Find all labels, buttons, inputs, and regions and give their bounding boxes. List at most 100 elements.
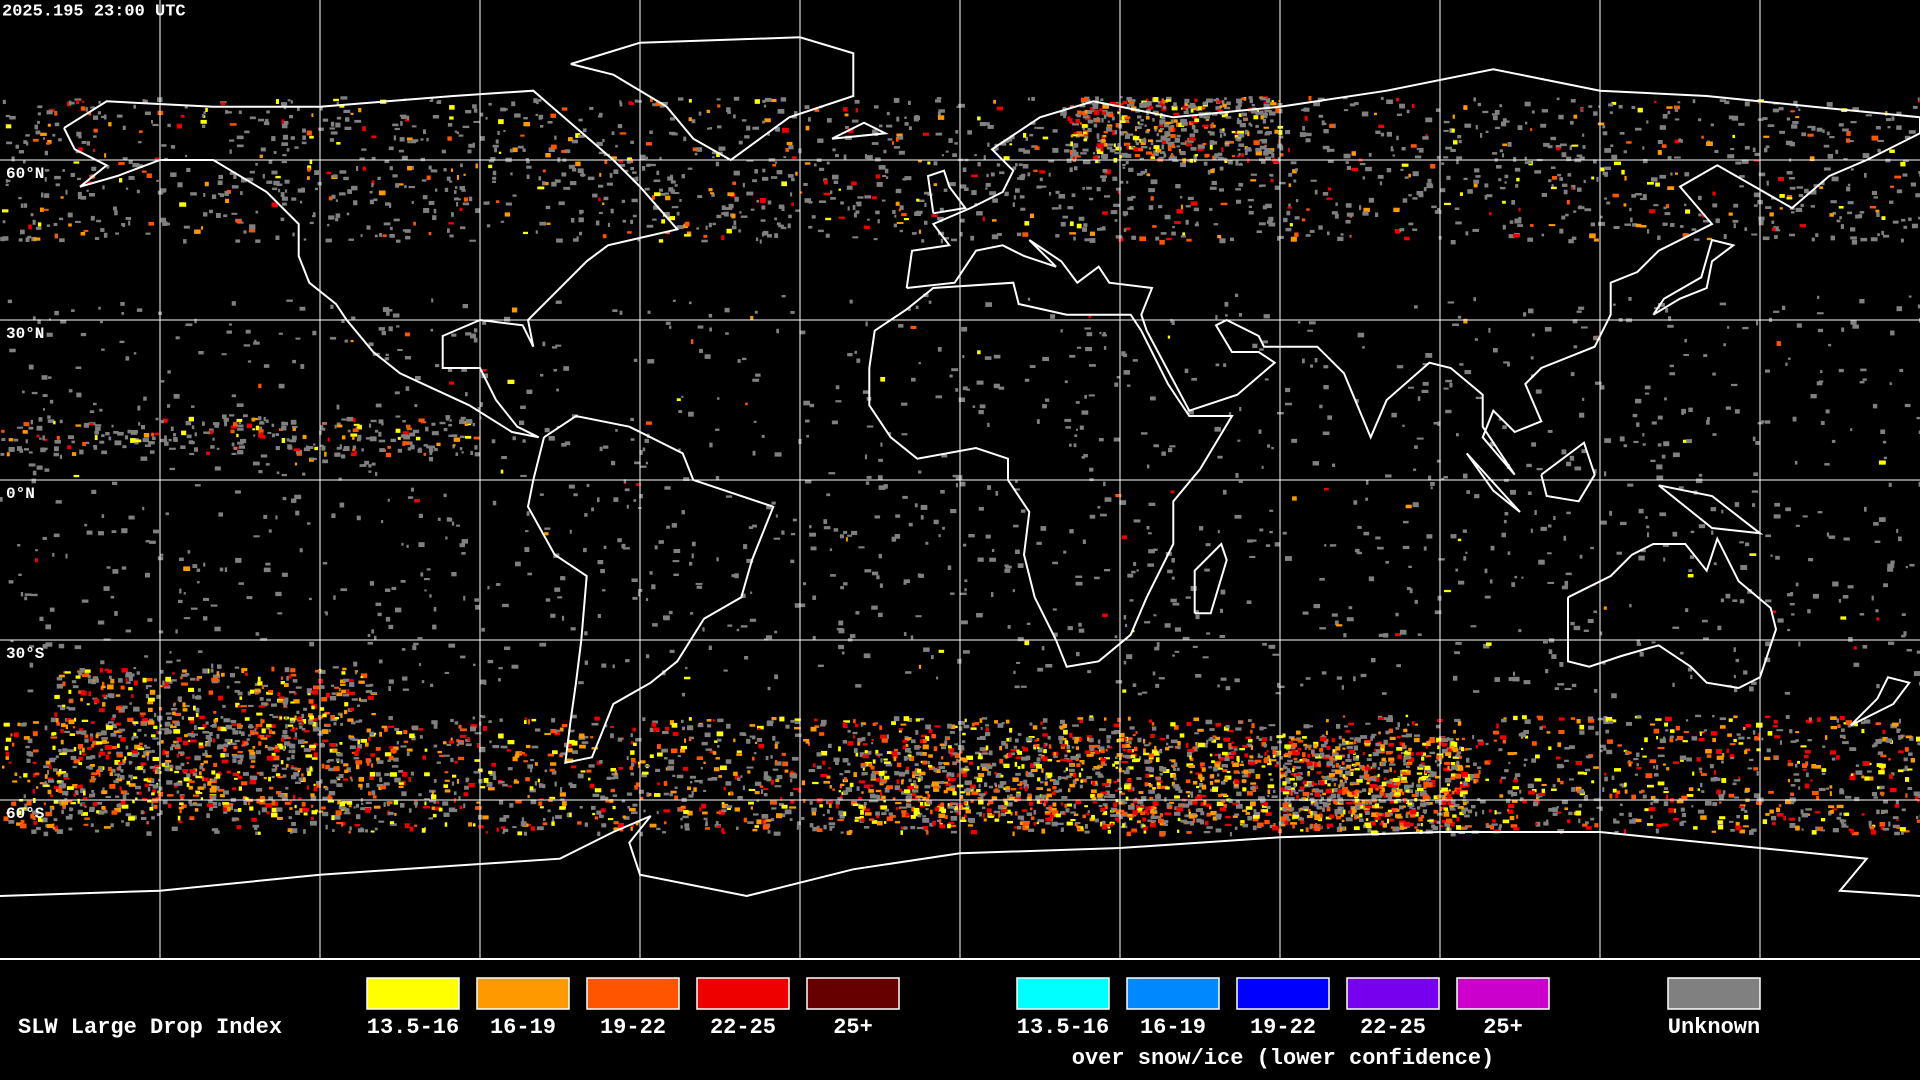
cloud-pixel bbox=[289, 743, 296, 749]
cloud-pixel bbox=[459, 543, 465, 548]
cloud-pixel bbox=[1653, 204, 1659, 207]
cloud-pixel bbox=[1732, 782, 1737, 786]
cloud-pixel bbox=[1450, 148, 1456, 153]
cloud-pixel bbox=[1842, 741, 1849, 745]
cloud-pixel bbox=[12, 742, 15, 747]
cloud-pixel bbox=[1531, 741, 1537, 746]
cloud-pixel bbox=[800, 191, 803, 194]
cloud-pixel bbox=[637, 591, 641, 597]
cloud-pixel bbox=[1698, 118, 1702, 122]
cloud-pixel bbox=[1310, 364, 1314, 368]
cloud-pixel bbox=[1885, 158, 1891, 163]
cloud-pixel bbox=[1077, 828, 1084, 832]
cloud-pixel bbox=[456, 739, 460, 743]
cloud-pixel bbox=[1391, 808, 1399, 812]
cloud-pixel bbox=[949, 731, 955, 734]
cloud-pixel bbox=[1901, 734, 1905, 737]
cloud-pixel bbox=[1246, 743, 1253, 748]
cloud-pixel bbox=[98, 100, 101, 104]
cloud-pixel bbox=[1828, 805, 1835, 809]
cloud-pixel bbox=[881, 199, 886, 202]
cloud-pixel bbox=[851, 181, 857, 186]
cloud-pixel bbox=[829, 785, 832, 789]
cloud-pixel bbox=[1739, 175, 1745, 178]
cloud-pixel bbox=[351, 185, 358, 191]
cloud-pixel bbox=[757, 725, 764, 730]
cloud-pixel bbox=[918, 159, 922, 163]
cloud-pixel bbox=[179, 557, 184, 562]
cloud-pixel bbox=[1577, 187, 1582, 192]
cloud-pixel bbox=[1556, 763, 1564, 769]
cloud-pixel bbox=[1135, 731, 1138, 734]
cloud-pixel bbox=[526, 511, 530, 516]
cloud-pixel bbox=[828, 817, 834, 820]
cloud-pixel bbox=[1818, 787, 1826, 792]
cloud-pixel bbox=[828, 822, 836, 826]
cloud-pixel bbox=[149, 450, 155, 454]
cloud-pixel bbox=[1655, 764, 1659, 770]
cloud-pixel bbox=[998, 784, 1004, 789]
cloud-pixel bbox=[284, 179, 290, 184]
cloud-pixel bbox=[858, 780, 866, 784]
cloud-pixel bbox=[1079, 719, 1084, 723]
cloud-pixel bbox=[1710, 123, 1714, 127]
cloud-pixel bbox=[1719, 99, 1727, 102]
cloud-pixel bbox=[1864, 776, 1870, 781]
cloud-pixel bbox=[1869, 776, 1874, 781]
cloud-pixel bbox=[621, 199, 626, 203]
cloud-pixel bbox=[1528, 790, 1535, 795]
cloud-pixel bbox=[613, 774, 619, 780]
cloud-pixel bbox=[1171, 105, 1178, 111]
cloud-pixel bbox=[1014, 761, 1018, 767]
cloud-pixel bbox=[649, 97, 653, 102]
cloud-pixel bbox=[353, 200, 358, 206]
cloud-pixel bbox=[635, 176, 639, 182]
cloud-pixel bbox=[1441, 748, 1446, 754]
cloud-pixel bbox=[88, 112, 92, 116]
cloud-pixel bbox=[1368, 152, 1372, 157]
cloud-pixel bbox=[420, 572, 424, 577]
cloud-pixel bbox=[1248, 768, 1255, 774]
cloud-pixel bbox=[1485, 742, 1489, 746]
cloud-pixel bbox=[1835, 755, 1840, 760]
cloud-pixel bbox=[860, 763, 866, 769]
cloud-pixel bbox=[652, 218, 657, 221]
cloud-pixel bbox=[1667, 110, 1671, 115]
cloud-pixel bbox=[1543, 641, 1548, 644]
cloud-pixel bbox=[450, 737, 453, 741]
cloud-pixel bbox=[379, 777, 383, 783]
cloud-pixel bbox=[1100, 760, 1106, 765]
cloud-pixel bbox=[209, 807, 213, 811]
cloud-pixel bbox=[339, 105, 345, 108]
cloud-pixel bbox=[428, 817, 433, 820]
cloud-pixel bbox=[808, 225, 813, 229]
cloud-pixel bbox=[1367, 828, 1372, 833]
cloud-pixel bbox=[251, 817, 257, 822]
cloud-pixel bbox=[1888, 821, 1891, 827]
cloud-pixel bbox=[1386, 99, 1393, 105]
cloud-pixel bbox=[668, 759, 675, 765]
cloud-pixel bbox=[578, 217, 584, 223]
cloud-pixel bbox=[1037, 126, 1044, 130]
cloud-pixel bbox=[353, 757, 360, 760]
cloud-pixel bbox=[555, 815, 562, 819]
cloud-pixel bbox=[1613, 226, 1620, 230]
cloud-pixel bbox=[640, 831, 643, 837]
cloud-pixel bbox=[1534, 170, 1542, 174]
cloud-pixel bbox=[131, 736, 134, 741]
cloud-pixel bbox=[265, 118, 269, 122]
cloud-pixel bbox=[43, 784, 50, 787]
cloud-pixel bbox=[845, 126, 849, 129]
cloud-pixel bbox=[1903, 631, 1907, 636]
cloud-pixel bbox=[1333, 123, 1336, 129]
cloud-pixel bbox=[776, 170, 783, 175]
cloud-pixel bbox=[482, 815, 489, 820]
cloud-pixel bbox=[985, 724, 990, 727]
cloud-pixel bbox=[1305, 234, 1311, 237]
cloud-pixel bbox=[702, 811, 708, 815]
cloud-pixel bbox=[734, 807, 741, 812]
cloud-pixel bbox=[1125, 227, 1131, 231]
cloud-pixel bbox=[1687, 667, 1693, 672]
cloud-pixel bbox=[1756, 722, 1763, 728]
cloud-pixel bbox=[1516, 814, 1519, 819]
